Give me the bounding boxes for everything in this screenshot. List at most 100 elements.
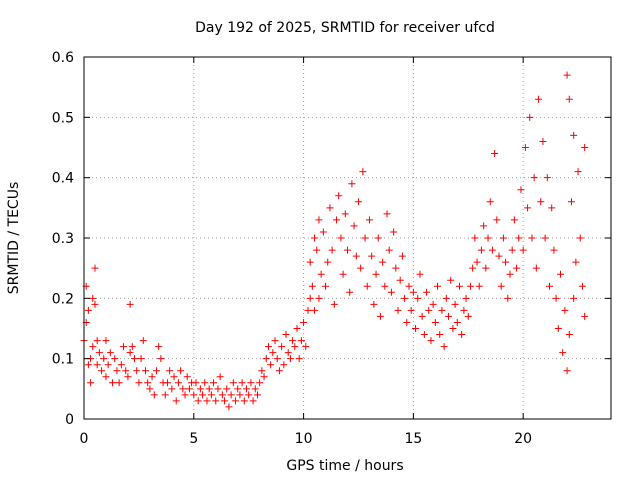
- data-point: [258, 367, 266, 375]
- data-point: [236, 391, 244, 399]
- data-point: [117, 361, 125, 369]
- data-point: [346, 288, 354, 296]
- data-point: [223, 385, 231, 393]
- data-point: [256, 379, 264, 387]
- data-point: [546, 282, 554, 290]
- data-point: [89, 294, 97, 302]
- data-point: [201, 379, 209, 387]
- data-point: [427, 337, 435, 345]
- data-point: [556, 270, 564, 278]
- data-point: [196, 385, 204, 393]
- data-point: [225, 403, 233, 411]
- data-point: [93, 361, 101, 369]
- data-point: [177, 367, 185, 375]
- data-point: [124, 373, 132, 381]
- data-point: [530, 174, 538, 182]
- data-point: [91, 300, 99, 308]
- data-point: [464, 312, 472, 320]
- data-point: [245, 391, 253, 399]
- data-point: [214, 385, 222, 393]
- data-point: [361, 234, 369, 242]
- data-point: [563, 367, 571, 375]
- data-point: [115, 379, 123, 387]
- data-point: [264, 343, 272, 351]
- data-point: [471, 234, 479, 242]
- data-point: [113, 367, 121, 375]
- data-point: [295, 355, 303, 363]
- data-point: [102, 337, 110, 345]
- data-point: [381, 282, 389, 290]
- data-point: [269, 349, 277, 357]
- data-point: [139, 337, 147, 345]
- data-point: [368, 252, 376, 260]
- data-point: [315, 216, 323, 224]
- data-point: [308, 282, 316, 290]
- data-point: [128, 343, 136, 351]
- data-point: [89, 343, 97, 351]
- data-point: [311, 306, 319, 314]
- data-point: [383, 210, 391, 218]
- data-point: [304, 306, 312, 314]
- data-point: [275, 367, 283, 375]
- data-point: [148, 373, 156, 381]
- data-point: [192, 379, 200, 387]
- data-point: [174, 379, 182, 387]
- x-tick-label: 20: [514, 431, 532, 447]
- data-point: [506, 270, 514, 278]
- data-point: [561, 306, 569, 314]
- data-point: [581, 312, 589, 320]
- data-point: [210, 379, 218, 387]
- data-point: [495, 252, 503, 260]
- data-point: [363, 282, 371, 290]
- data-point: [576, 234, 584, 242]
- data-point: [502, 258, 510, 266]
- data-point: [166, 367, 174, 375]
- data-point: [469, 264, 477, 272]
- data-point: [126, 300, 134, 308]
- data-point: [155, 343, 163, 351]
- data-point: [574, 168, 582, 176]
- data-point: [524, 204, 532, 212]
- data-point: [401, 294, 409, 302]
- y-tick-label: 0.3: [52, 231, 74, 247]
- data-point: [306, 258, 314, 266]
- data-point: [359, 168, 367, 176]
- data-point: [240, 397, 248, 405]
- data-point: [141, 367, 149, 375]
- data-point: [541, 234, 549, 242]
- data-point: [420, 331, 428, 339]
- x-axis-label: GPS time / hours: [286, 458, 403, 474]
- data-point: [137, 355, 145, 363]
- data-point: [181, 391, 189, 399]
- data-point: [466, 282, 474, 290]
- data-point: [333, 216, 341, 224]
- data-point: [365, 216, 373, 224]
- data-point: [570, 294, 578, 302]
- x-tick-label: 0: [80, 431, 89, 447]
- data-point: [293, 325, 301, 332]
- data-point: [372, 270, 380, 278]
- data-point: [567, 198, 575, 206]
- data-point: [515, 234, 523, 242]
- data-point: [532, 264, 540, 272]
- data-point: [475, 282, 483, 290]
- data-point: [212, 397, 220, 405]
- data-point: [337, 234, 345, 242]
- data-point: [218, 391, 226, 399]
- data-point: [405, 282, 413, 290]
- data-point: [282, 331, 290, 339]
- data-point: [131, 355, 139, 363]
- data-point: [253, 391, 261, 399]
- data-point: [379, 258, 387, 266]
- data-point: [537, 198, 545, 206]
- data-point: [436, 331, 444, 339]
- data-point: [462, 294, 470, 302]
- y-tick-label: 0.5: [52, 110, 74, 126]
- data-point: [535, 95, 543, 103]
- data-point: [504, 294, 512, 302]
- data-point: [135, 379, 143, 387]
- data-point: [543, 174, 551, 182]
- data-point: [280, 361, 288, 369]
- data-point: [267, 361, 275, 369]
- data-point: [513, 264, 521, 272]
